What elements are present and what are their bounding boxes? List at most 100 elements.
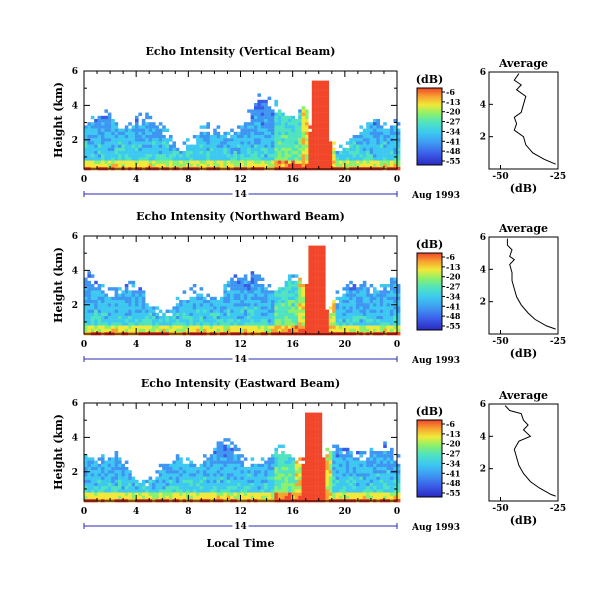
colorbar-tick-label: -6 xyxy=(446,252,455,262)
colorbar xyxy=(416,419,443,498)
y-axis-label: Height (km) xyxy=(52,82,65,158)
echo-heatmap xyxy=(84,245,401,336)
x-tick-label: 4 xyxy=(133,340,139,350)
average-title: Average xyxy=(498,57,548,70)
average-profile-line xyxy=(513,73,556,165)
x-tick-label: 4 xyxy=(133,507,139,517)
colorbar-tick-label: -48 xyxy=(446,311,461,321)
y-tick-label: 4 xyxy=(72,101,78,111)
colorbar-tick-label: -55 xyxy=(446,488,460,498)
date-month: Aug 1993 xyxy=(411,191,460,201)
x-tick-label: 16 xyxy=(286,340,299,350)
average-title: Average xyxy=(498,222,548,235)
average-y-tick-label: 2 xyxy=(480,133,486,143)
average-x-tick-label: -25 xyxy=(550,172,566,182)
date-bg xyxy=(232,522,249,530)
y-tick-label: 2 xyxy=(72,301,78,311)
panel-title: Echo Intensity (Northward Beam) xyxy=(136,210,345,223)
colorbar-tick-label: -34 xyxy=(446,291,461,301)
colorbar xyxy=(416,87,443,166)
average-frame xyxy=(488,403,559,502)
panel-3: Echo Intensity (Eastward Beam) 0 4 8 12 16 20 0… xyxy=(52,377,566,550)
average-profile-line xyxy=(504,405,556,497)
average-x-tick-label: -25 xyxy=(550,337,566,347)
colorbar-tick-label: -20 xyxy=(446,439,461,449)
x-tick-label: 4 xyxy=(133,175,139,185)
colorbar-label: (dB) xyxy=(416,73,443,86)
x-tick-label: 20 xyxy=(339,507,352,517)
x-tick-label: 20 xyxy=(339,340,352,350)
date-day: 14 xyxy=(234,355,247,365)
x-tick-label: 12 xyxy=(234,507,247,517)
date-day: 14 xyxy=(234,522,247,532)
average-frame xyxy=(488,71,559,170)
average-profile-line xyxy=(506,238,556,330)
colorbar-tick-label: -13 xyxy=(446,262,461,272)
colorbar-tick-label: -41 xyxy=(446,468,460,478)
y-tick-label: 6 xyxy=(72,399,78,409)
average-y-tick-label: 6 xyxy=(480,400,486,410)
panel-1: Echo Intensity (Vertical Beam) 0 4 8 12 16 20 0… xyxy=(52,45,566,201)
panel-title: Echo Intensity (Vertical Beam) xyxy=(145,45,335,58)
date-month: Aug 1993 xyxy=(411,356,460,366)
y-tick-label: 2 xyxy=(72,468,78,478)
colorbar-tick-label: -13 xyxy=(446,97,461,107)
colorbar-tick-label: -13 xyxy=(446,429,461,439)
x-axis-label: Local Time xyxy=(207,537,275,550)
colorbar-tick-label: -6 xyxy=(446,87,455,97)
date-day: 14 xyxy=(234,190,247,200)
x-tick-label: 0 xyxy=(394,507,400,517)
x-tick-label: 8 xyxy=(185,340,191,350)
average-x-label: (dB) xyxy=(510,182,537,195)
colorbar-label: (dB) xyxy=(416,405,443,418)
x-tick-label: 8 xyxy=(185,175,191,185)
y-tick-label: 6 xyxy=(72,232,78,242)
panel-title: Echo Intensity (Eastward Beam) xyxy=(141,377,340,390)
average-y-tick-label: 4 xyxy=(480,265,486,275)
x-tick-label: 12 xyxy=(234,340,247,350)
colorbar-tick-label: -55 xyxy=(446,321,460,331)
echo-heatmap xyxy=(84,412,401,503)
average-x-tick-label: -25 xyxy=(550,504,566,514)
x-tick-label: 0 xyxy=(394,340,400,350)
x-tick-label: 8 xyxy=(185,507,191,517)
average-y-tick-label: 2 xyxy=(480,465,486,475)
x-tick-label: 16 xyxy=(286,175,299,185)
colorbar-tick-label: -55 xyxy=(446,156,460,166)
x-tick-label: 12 xyxy=(234,175,247,185)
x-tick-label: 0 xyxy=(81,340,87,350)
x-tick-label: 16 xyxy=(286,507,299,517)
average-y-tick-label: 4 xyxy=(480,100,486,110)
x-tick-label: 0 xyxy=(81,175,87,185)
colorbar-tick-label: -41 xyxy=(446,301,460,311)
colorbar-tick-label: -34 xyxy=(446,126,461,136)
average-title: Average xyxy=(498,389,548,402)
colorbar-label: (dB) xyxy=(416,238,443,251)
colorbar-tick-label: -27 xyxy=(446,282,460,292)
colorbar-tick-label: -27 xyxy=(446,117,460,127)
colorbar-tick-label: -6 xyxy=(446,419,455,429)
average-frame xyxy=(488,236,559,335)
echo-heatmap xyxy=(84,80,401,171)
colorbar xyxy=(416,252,443,331)
average-x-label: (dB) xyxy=(510,347,537,360)
x-tick-label: 0 xyxy=(394,175,400,185)
average-x-tick-label: -50 xyxy=(492,172,508,182)
panel-2: Echo Intensity (Northward Beam)0 4 8 12 16 20… xyxy=(52,210,566,366)
colorbar-tick-label: -48 xyxy=(446,146,461,156)
y-tick-label: 6 xyxy=(72,67,78,77)
average-x-tick-label: -50 xyxy=(492,337,508,347)
y-axis-label: Height (km) xyxy=(52,414,65,490)
colorbar-tick-label: -41 xyxy=(446,136,460,146)
x-tick-label: 20 xyxy=(339,175,352,185)
average-y-tick-label: 6 xyxy=(480,68,486,78)
colorbar-tick-label: -20 xyxy=(446,107,461,117)
average-x-label: (dB) xyxy=(510,514,537,527)
y-tick-label: 2 xyxy=(72,136,78,146)
y-axis-label: Height (km) xyxy=(52,247,65,323)
average-x-tick-label: -50 xyxy=(492,504,508,514)
average-y-tick-label: 4 xyxy=(480,432,486,442)
date-bg xyxy=(232,190,249,198)
average-y-tick-label: 6 xyxy=(480,233,486,243)
